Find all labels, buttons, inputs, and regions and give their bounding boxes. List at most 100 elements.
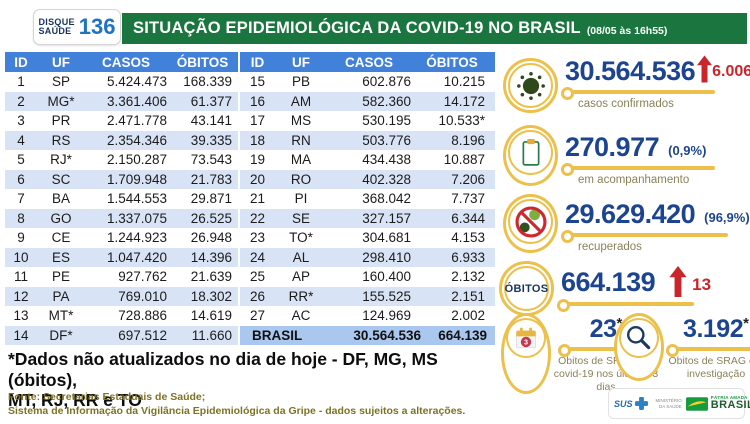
table-cell: GO: [50, 210, 72, 226]
magnifier-icon: [614, 313, 664, 382]
table-cell: RJ*: [50, 152, 72, 168]
table-cell: 1.047.420: [106, 249, 167, 265]
table-cell: 3: [17, 113, 25, 129]
disque-saude-logo: DISQUE SAÚDE 136: [33, 9, 121, 45]
table-row: 21 PI 368.042 7.737: [240, 189, 495, 209]
table-cell: 2.354.346: [106, 132, 167, 148]
summary-stats: 30.564.536 6.006 casos confirmados 270.9…: [495, 52, 750, 424]
table-row: 3 PR 2.471.778 43.141: [5, 111, 238, 131]
table-row: 13 MT* 728.886 14.619: [5, 306, 238, 326]
table-header: ID UF CASOS ÓBITOS: [240, 52, 495, 72]
header-bar: SITUAÇÃO EPIDEMIOLÓGICA DA COVID-19 NO B…: [122, 13, 747, 44]
stat-confirmed: 30.564.536 6.006 casos confirmados: [503, 55, 750, 113]
logo-number: 136: [78, 14, 116, 39]
table-cell: 10.533*: [438, 113, 485, 129]
table-cell: 11: [13, 269, 28, 285]
table-row: 20 RO 402.328 7.206: [240, 169, 495, 189]
table-cell: 402.328: [362, 171, 411, 187]
table-cell: 23: [249, 230, 266, 246]
states-table-right: ID UF CASOS ÓBITOS 15 PB 602.876 10.215 16 AM…: [240, 52, 495, 345]
table-row: 24 AL 298.410 6.933: [240, 247, 495, 267]
table-cell: PR: [51, 113, 71, 129]
table-cell: SC: [51, 171, 71, 187]
recovered-percent: (96,9%): [704, 210, 750, 225]
table-cell: 434.438: [362, 152, 411, 168]
total-casos: 30.564.536: [353, 327, 421, 343]
col-obitos: ÓBITOS: [426, 54, 478, 70]
table-cell: 5.424.473: [106, 74, 167, 90]
table-cell: 7.206: [451, 171, 485, 187]
table-cell: SE: [291, 210, 310, 226]
gold-underline: [561, 230, 728, 243]
table-cell: 6.344: [451, 210, 485, 226]
table-cell: RR*: [288, 288, 314, 304]
table-cell: 21: [249, 191, 266, 207]
right-table-body: 15 PB 602.876 10.215 16 AM 582.360 14.172 17 MS 53…: [240, 72, 495, 326]
table-cell: 15: [249, 74, 266, 90]
table-row: 19 MA 434.438 10.887: [240, 150, 495, 170]
source-note: Fonte: Secretarias Estaduais de Saúde; S…: [8, 391, 528, 418]
footnote: *Dados não atualizados no dia de hoje - …: [8, 349, 508, 411]
virus-icon: [503, 58, 558, 113]
table-cell: AC: [291, 308, 311, 324]
obitos-circle: ÓBITOS: [499, 261, 554, 316]
up-arrow-icon: [669, 266, 687, 297]
table-row: 11 PE 927.762 21.639: [5, 267, 238, 287]
col-uf: UF: [52, 54, 70, 70]
table-cell: 26: [249, 288, 266, 304]
source-line2: Sistema de Informação da Vigilância Epid…: [8, 404, 466, 417]
disque-saude-label: DISQUE SAÚDE: [38, 18, 74, 36]
table-cell: AP: [291, 269, 310, 285]
table-cell: 12: [13, 288, 29, 304]
brasil-logo-top: PÁTRIA AMADA: [710, 394, 748, 400]
table-cell: MS: [290, 113, 312, 129]
logo-line2: SAÚDE: [38, 26, 72, 36]
table-cell: 73.543: [190, 152, 232, 168]
table-cell: 11.660: [191, 327, 232, 343]
stat-srag-deaths: 3 23 * Óbitos de SRAG por covid-19 nos ú…: [501, 313, 658, 395]
table-row: 23 TO* 304.681 4.153: [240, 228, 495, 248]
total-obitos: 664.139: [438, 327, 487, 343]
gold-underline: [666, 344, 750, 357]
table-cell: PA: [52, 288, 70, 304]
table-cell: 728.886: [118, 308, 167, 324]
srag-investigation-value: 3.192: [683, 315, 744, 343]
table-cell: 14.396: [190, 249, 232, 265]
table-cell: 4: [17, 132, 25, 148]
table-cell: 298.410: [362, 249, 411, 265]
table-cell: 39.335: [190, 132, 232, 148]
table-row: 1 SP 5.424.473 168.339: [5, 72, 238, 92]
table-cell: 18: [249, 132, 266, 148]
table-row: 22 SE 327.157 6.344: [240, 208, 495, 228]
table-cell: 14.172: [443, 93, 485, 109]
table-cell: 2.132: [451, 269, 485, 285]
page-title: SITUAÇÃO EPIDEMIOLÓGICA DA COVID-19 NO B…: [133, 19, 581, 37]
table-cell: 10: [13, 249, 29, 265]
table-cell: 697.512: [118, 327, 167, 343]
table-cell: 1.709.948: [106, 171, 167, 187]
table-cell: 503.776: [362, 132, 411, 148]
logo-line1: DISQUE: [38, 17, 75, 27]
table-cell: 155.525: [362, 288, 411, 304]
table-cell: 61.377: [190, 93, 232, 109]
no-virus-icon: [503, 194, 558, 253]
table-cell: 2.151: [451, 288, 485, 304]
srag-investigation-label: Óbitos de SRAG em investigação: [668, 355, 750, 381]
footnote-line1: *Dados não atualizados no dia de hoje - …: [8, 349, 438, 390]
table-row: 16 AM 582.360 14.172: [240, 91, 495, 111]
table-cell: 602.876: [362, 74, 411, 90]
table-cell: 10.887: [443, 152, 485, 168]
table-cell: 1.337.075: [106, 210, 167, 226]
table-cell: 10.215: [443, 74, 485, 90]
table-cell: 14: [13, 327, 29, 343]
table-cell: MG*: [47, 93, 75, 109]
table-row: 10 ES 1.047.420 14.396: [5, 247, 238, 267]
recovered-label: recuperados: [578, 241, 642, 253]
col-id: ID: [14, 54, 28, 70]
table-cell: 2: [17, 93, 25, 109]
sus-logo: SUS: [614, 397, 648, 410]
stat-srag-investigation: 3.192 * Óbitos de SRAG em investigação: [614, 313, 750, 382]
table-cell: 25: [249, 269, 266, 285]
table-cell: 27: [249, 308, 266, 324]
total-label: BRASIL: [252, 327, 303, 343]
